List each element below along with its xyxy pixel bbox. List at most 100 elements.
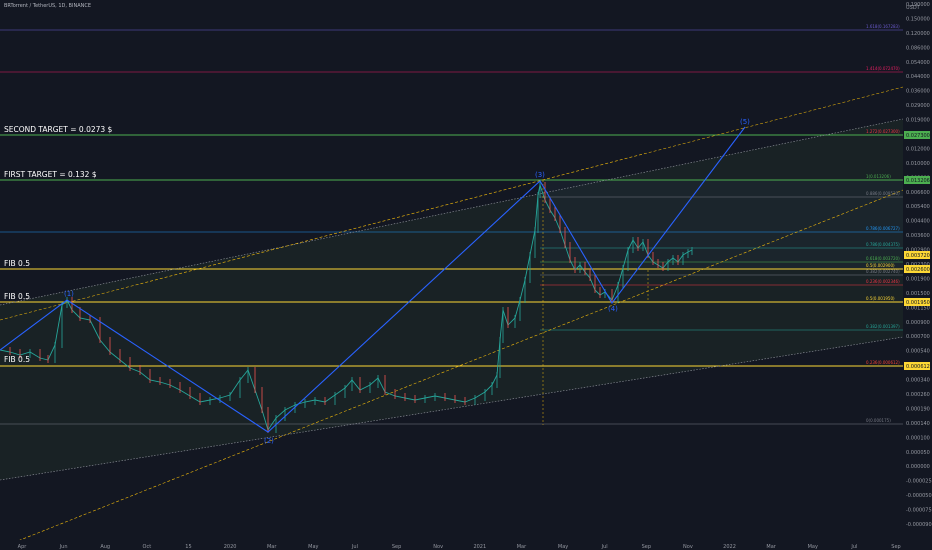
price-tick-34: -0.000050 xyxy=(906,493,932,499)
fib-label-12: 0.382(0.001397) xyxy=(866,324,900,329)
price-tag-bg xyxy=(904,131,930,139)
price-tag-text: 0.027300 xyxy=(906,133,930,139)
time-tick-16: Nov xyxy=(683,544,693,550)
time-tick-2: Aug xyxy=(100,544,110,550)
axis-currency: USDT xyxy=(906,5,921,11)
price-tick-28: 0.000190 xyxy=(906,406,930,412)
fib-label-0: 1.618(0.167283) xyxy=(866,24,900,29)
price-tick-2: 0.120000 xyxy=(906,31,930,37)
price-tick-4: 0.054000 xyxy=(906,60,930,66)
fib-level-labels: 1.618(0.167283) 1.414(0.072470) 1.272(0.02… xyxy=(866,24,900,423)
price-tick-1: 0.150000 xyxy=(906,16,930,22)
price-tags: 0.027300 0.013206 0.003720 0.002600 0.001950… xyxy=(904,131,930,370)
fib-label-11: 0.5(0.001950) xyxy=(866,296,895,301)
time-tick-0: Apr xyxy=(18,544,28,550)
time-tick-18: Mar xyxy=(766,544,776,550)
price-tick-5: 0.044000 xyxy=(906,74,930,80)
fib-label-7: 0.618(0.003720) xyxy=(866,256,900,261)
price-tick-14: 0.005400 xyxy=(906,204,930,210)
wave-label-3: (3) xyxy=(535,171,545,179)
fib-label-10: 0.236(0.002346) xyxy=(866,279,900,284)
fib-label-5: 0.786(0.006727) xyxy=(866,226,900,231)
time-tick-5: 2020 xyxy=(224,544,237,550)
price-tag-bg xyxy=(904,362,930,370)
first-target-label: FIRST TARGET = 0.132 $ xyxy=(4,170,97,179)
price-tick-35: -0.000075 xyxy=(906,508,932,514)
time-tick-11: 2021 xyxy=(473,544,486,550)
price-tick-21: 0.001150 xyxy=(906,305,930,311)
upper-channel-line xyxy=(0,118,904,306)
time-tick-3: Oct xyxy=(143,544,152,550)
price-tick-17: 0.002900 xyxy=(906,248,930,254)
price-tick-3: 0.086000 xyxy=(906,45,930,51)
price-tag-bg xyxy=(904,251,930,259)
price-tick-8: 0.019000 xyxy=(906,118,930,124)
time-tick-8: Jul xyxy=(351,544,358,550)
time-tick-10: Nov xyxy=(433,544,443,550)
fib-lines xyxy=(0,29,903,425)
price-tag-bg xyxy=(904,265,930,273)
price-tag-text: 0.003720 xyxy=(906,253,930,259)
upper-channel-fill xyxy=(0,119,903,480)
price-tick-24: 0.000540 xyxy=(906,349,930,355)
support-trend-line xyxy=(0,189,904,549)
time-tick-15: Sep xyxy=(642,544,651,550)
price-tick-7: 0.029000 xyxy=(906,103,930,109)
fib-label-13: 0.236(0.000612) xyxy=(866,360,900,365)
price-tick-32: 0.000000 xyxy=(906,464,930,470)
price-series xyxy=(0,182,693,433)
time-tick-1: Jun xyxy=(59,544,68,550)
price-tick-29: 0.000140 xyxy=(906,421,930,427)
time-tick-17: 2022 xyxy=(723,544,736,550)
time-tick-19: May xyxy=(808,544,818,550)
price-tick-20: 0.001500 xyxy=(906,291,930,297)
price-tag-text: 0.002600 xyxy=(906,267,930,273)
fib-label-2: 1.272(0.027300) xyxy=(866,129,900,134)
price-tick-10: 0.012000 xyxy=(906,146,930,152)
time-tick-7: May xyxy=(308,544,318,550)
wave-label-4: (4) xyxy=(608,305,618,313)
annotation-labels: SECOND TARGET = 0.0273 $ FIRST TARGET = … xyxy=(4,125,113,364)
time-tick-9: Sep xyxy=(392,544,401,550)
time-tick-12: Mar xyxy=(517,544,527,550)
price-tick-26: 0.000340 xyxy=(906,378,930,384)
fib-label-14: 0(0.000175) xyxy=(866,418,891,423)
price-tick-33: -0.000025 xyxy=(906,479,932,485)
wave-label-2: (2) xyxy=(264,437,274,445)
price-tick-13: 0.006600 xyxy=(906,190,930,196)
fib-0.5-label-mid: FIB 0.5 xyxy=(4,292,30,301)
price-tick-22: 0.000900 xyxy=(906,320,930,326)
chart-title: BRTorrent / TetherUS, 1D, BINANCE xyxy=(4,3,92,9)
mid-channel-line xyxy=(0,86,904,321)
elliott-wave-path xyxy=(0,126,746,433)
price-tag-text: 0.013206 xyxy=(906,178,930,184)
fib-label-8: 0.5(0.002900) xyxy=(866,263,895,268)
wave-label-1: (1) xyxy=(64,290,74,298)
price-tick-15: 0.004400 xyxy=(906,219,930,225)
fib-0.5-label-lower: FIB 0.5 xyxy=(4,355,30,364)
price-tag-5: 0.000612 xyxy=(904,362,930,370)
wave-label-5: (5) xyxy=(740,118,750,126)
price-tag-0: 0.027300 xyxy=(904,131,930,139)
price-tick-19: 0.001900 xyxy=(906,276,930,282)
fib-label-1: 1.414(0.072470) xyxy=(866,66,900,71)
price-tick-11: 0.010000 xyxy=(906,161,930,167)
price-tag-3: 0.002600 xyxy=(904,265,930,273)
price-axis-ticks: 0.190000 0.150000 0.120000 0.086000 0.054000… xyxy=(906,2,932,528)
fib-label-9: 0.382(0.002740) xyxy=(866,269,900,274)
price-tag-bg xyxy=(904,298,930,306)
price-tick-27: 0.000260 xyxy=(906,392,930,398)
time-tick-13: May xyxy=(558,544,568,550)
price-tag-text: 0.001950 xyxy=(906,300,930,306)
price-line xyxy=(0,183,693,432)
time-axis-ticks: Apr Jun Aug Oct 15 2020 Mar May Jul Sep Nov 2021 Mar… xyxy=(18,544,901,550)
time-tick-4: 15 xyxy=(185,544,191,550)
price-tick-36: -0.000090 xyxy=(906,522,932,528)
fib-label-6: 0.786(0.004375) xyxy=(866,242,900,247)
time-tick-6: Mar xyxy=(267,544,277,550)
price-tag-4: 0.001950 xyxy=(904,298,930,306)
second-target-label: SECOND TARGET = 0.0273 $ xyxy=(4,125,113,134)
price-tag-text: 0.000612 xyxy=(906,364,930,370)
time-tick-14: Jul xyxy=(601,544,608,550)
